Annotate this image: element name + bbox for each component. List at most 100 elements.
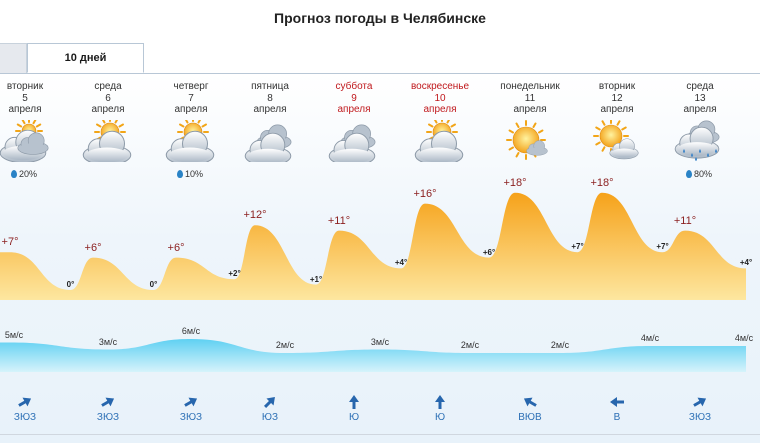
precipitation-value: 20% <box>19 169 38 179</box>
wind-direction: В <box>597 394 637 423</box>
wind-direction: ЗЮЗ <box>88 394 128 423</box>
wind-direction: ЗЮЗ <box>171 394 211 423</box>
wind-arrow-icon <box>18 397 32 407</box>
cloudy-icon <box>242 120 298 167</box>
day-date: 6 <box>105 92 111 104</box>
precipitation-value: 10% <box>185 169 204 179</box>
day-header: среда 13 апреля <box>660 81 740 116</box>
cloud-shape <box>328 132 376 167</box>
cloud-shape <box>82 130 132 166</box>
temp-day-label: +11° <box>327 214 351 227</box>
temp-day-label: +12° <box>243 209 267 222</box>
cloud-shape <box>414 130 464 166</box>
wind-direction-label: ЗЮЗ <box>179 412 203 423</box>
wind-direction-label: ЮЗ <box>261 412 279 423</box>
cloud-shape <box>17 132 49 155</box>
cloud-shape <box>526 140 548 156</box>
raindrop-shape <box>699 149 701 153</box>
temp-night-label: +1° <box>309 274 323 284</box>
precipitation-chance: 80% <box>686 169 712 179</box>
wind-arrow-icon <box>435 395 445 409</box>
wind-speed-label: 3м/с <box>370 336 390 347</box>
partly-cloudy-icon <box>80 116 136 166</box>
cloudy-icon <box>326 120 382 167</box>
day-weekday: среда <box>686 81 714 92</box>
temp-night-label: +4° <box>739 258 753 268</box>
day-month: апреля <box>423 104 457 115</box>
day-weekday: четверг <box>173 81 209 92</box>
day-month: апреля <box>600 104 634 115</box>
day-weekday: понедельник <box>500 81 560 92</box>
raindrop-shape <box>715 149 717 153</box>
day-header: пятница 8 апреля <box>230 81 310 116</box>
wind-speed-label: 2м/с <box>550 340 570 350</box>
precipitation-chance: 20% <box>11 169 37 179</box>
day-weekday: пятница <box>251 81 289 92</box>
wind-direction-label: ВЮВ <box>518 412 542 423</box>
temp-night-label: +7° <box>571 242 584 252</box>
page-title: Прогноз погоды в Челябинске <box>274 10 486 26</box>
day-weekday: вторник <box>598 81 636 92</box>
cloud-shape <box>244 132 292 167</box>
day-weekday: воскресенье <box>410 81 470 92</box>
cloud-shape <box>609 138 639 160</box>
cloudy-sun-icon <box>0 117 53 164</box>
wind-arrow-icon <box>263 397 275 409</box>
raindrop-shape <box>691 153 693 157</box>
temp-day-label: +6° <box>84 241 102 254</box>
temp-day-label: +18° <box>590 176 614 189</box>
day-month: апреля <box>174 104 208 115</box>
wind-direction-label: ЗЮЗ <box>96 412 120 423</box>
wind-speed-label: 5м/с <box>4 329 24 340</box>
wind-speed-label: 2м/с <box>460 340 480 350</box>
forecast-panel: вторник 5 апреля 20% среда 6 апреля четверг 7 апр… <box>0 74 760 443</box>
day-date: 7 <box>188 92 194 104</box>
mostly-sunny-icon <box>589 118 645 162</box>
wind-direction: ВЮВ <box>510 394 550 423</box>
temp-night-label: +4° <box>394 258 408 268</box>
wind-arrow-icon <box>610 397 624 407</box>
temp-night-label: 0° <box>66 280 75 289</box>
wind-direction: ЗЮЗ <box>5 394 45 423</box>
wind-direction: ЮЗ <box>250 394 290 423</box>
temp-day-label: +16° <box>413 187 437 200</box>
raindrop-icon <box>686 170 692 178</box>
bottom-divider <box>0 434 760 435</box>
day-date: 5 <box>22 92 28 104</box>
temp-night-label: 0° <box>149 280 158 289</box>
tab-10-days[interactable]: 10 дней <box>27 43 144 73</box>
raindrop-icon <box>177 170 183 178</box>
day-month: апреля <box>683 104 717 115</box>
temp-day-label: +7° <box>1 236 19 249</box>
temp-night-label: +2° <box>228 269 241 279</box>
wind-direction: Ю <box>334 394 374 423</box>
raindrop-shape <box>707 153 709 157</box>
day-header: вторник 5 апреля <box>0 81 65 116</box>
wind-direction-label: В <box>613 412 621 423</box>
day-date: 12 <box>611 92 623 104</box>
cloud-shape <box>674 126 720 159</box>
temp-day-label: +11° <box>673 214 697 227</box>
temp-day-label: +18° <box>503 176 527 189</box>
day-date: 11 <box>524 92 536 104</box>
wind-direction: Ю <box>420 394 460 423</box>
precipitation-chance: 10% <box>177 169 203 179</box>
raindrop-icon <box>11 170 17 178</box>
precipitation-value: 80% <box>694 169 713 179</box>
wind-speed-label: 4м/с <box>734 333 754 343</box>
day-date: 10 <box>434 92 446 104</box>
day-header: понедельник 11 апреля <box>490 81 570 116</box>
wind-area <box>0 339 746 372</box>
rain-icon <box>672 120 728 162</box>
tab-previous[interactable] <box>0 43 27 73</box>
day-weekday: вторник <box>6 81 44 92</box>
day-date: 9 <box>351 92 357 104</box>
wind-arrow-icon <box>693 397 707 407</box>
day-header: среда 6 апреля <box>68 81 148 116</box>
wind-arrow-icon <box>101 397 115 407</box>
raindrop-shape <box>683 149 685 153</box>
day-month: апреля <box>337 104 371 115</box>
wind-arrow-icon <box>523 397 537 407</box>
day-date: 8 <box>267 92 273 104</box>
wind-speed-label: 2м/с <box>275 340 295 350</box>
